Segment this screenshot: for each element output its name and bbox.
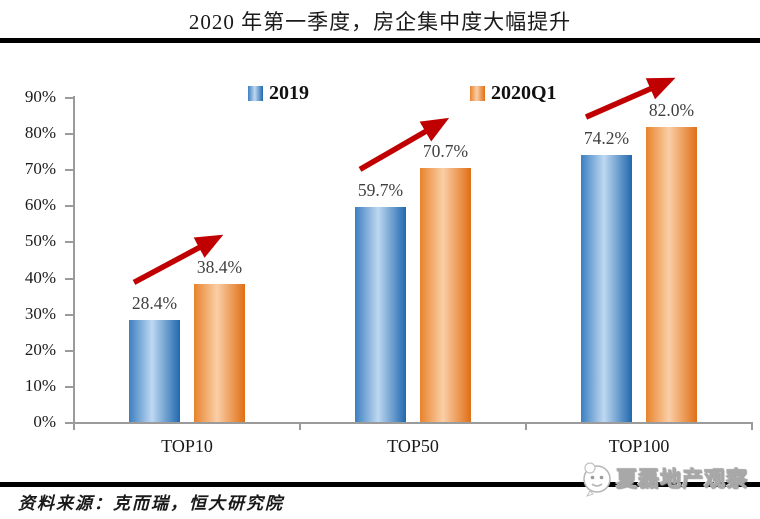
value-label-2019-top10: 28.4% [131, 293, 178, 314]
value-label-2019-top50: 59.7% [357, 180, 404, 201]
category-label-top100: TOP100 [608, 436, 670, 456]
y-tick-label: 50% [24, 231, 56, 251]
y-tick-label: 30% [24, 303, 56, 323]
x-axis-line [73, 422, 753, 424]
bar-2019-top10 [129, 320, 180, 422]
y-tick-mark [65, 313, 74, 316]
legend-swatch-2020q1-icon [470, 86, 485, 101]
value-label-2020q1-top100: 82.0% [648, 99, 695, 120]
source-note: 资料来源：克而瑞，恒大研究院 [18, 494, 284, 513]
bar-2019-top100 [581, 155, 632, 422]
legend-item-2019: 2019 [248, 82, 309, 105]
category-label-top10: TOP10 [161, 436, 213, 456]
bar-2020q1-top100 [646, 126, 697, 422]
value-label-2019-top100: 74.2% [583, 128, 630, 149]
x-tick-mark [299, 423, 301, 430]
y-tick-label: 60% [24, 195, 56, 215]
legend-label-2020q1: 2020Q1 [491, 82, 557, 104]
y-tick-mark [65, 169, 74, 172]
y-tick-label: 70% [24, 159, 56, 179]
y-tick-label: 0% [33, 412, 56, 431]
y-tick-label: 90% [24, 87, 56, 106]
chart-title: 2020 年第一季度，房企集中度大幅提升 [188, 10, 572, 34]
value-label-2020q1-top50: 70.7% [422, 140, 469, 161]
x-tick-mark [525, 423, 527, 430]
x-tick-mark [751, 423, 753, 430]
bar-2019-top50 [355, 207, 406, 422]
bar-2020q1-top10 [194, 284, 245, 422]
y-tick-mark [65, 205, 74, 208]
y-axis-line [73, 96, 75, 425]
value-label-2020q1-top10: 38.4% [196, 257, 243, 278]
y-tick-mark [65, 422, 74, 424]
legend-item-2020q1: 2020Q1 [470, 82, 557, 105]
category-label-top50: TOP50 [387, 436, 439, 456]
y-tick-label: 10% [24, 375, 56, 395]
watermark: 夏磊地产观察 [578, 458, 748, 498]
bottom-divider [0, 482, 760, 487]
x-tick-mark [73, 423, 75, 430]
watermark-text: 夏磊地产观察 [616, 467, 748, 492]
y-tick-mark [65, 349, 74, 352]
y-tick-label: 40% [24, 267, 56, 287]
y-tick-label: 80% [24, 123, 56, 143]
watermark-logo-icon [583, 462, 611, 497]
top-divider [0, 38, 760, 43]
y-tick-label: 20% [24, 339, 56, 359]
legend-swatch-2019-icon [248, 86, 263, 101]
y-tick-mark [65, 277, 74, 280]
y-tick-mark [65, 97, 74, 99]
y-tick-mark [65, 133, 74, 136]
bar-2020q1-top50 [420, 167, 471, 422]
y-tick-mark [65, 241, 74, 244]
legend-label-2019: 2019 [269, 82, 309, 104]
y-tick-mark [65, 385, 74, 388]
